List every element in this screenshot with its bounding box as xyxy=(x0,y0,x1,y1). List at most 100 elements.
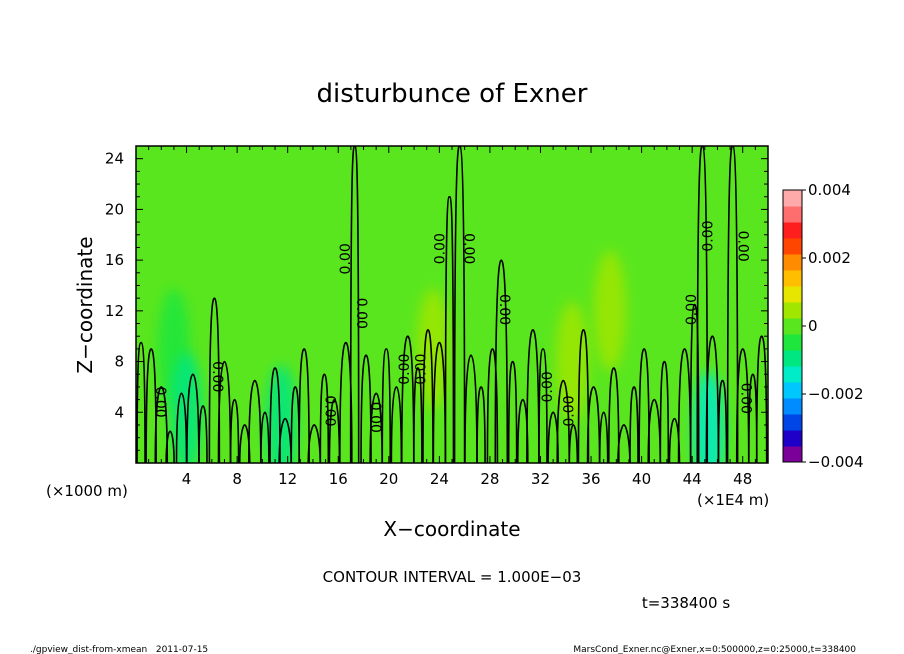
contour-line xyxy=(198,405,208,463)
y-tick-label: 12 xyxy=(105,302,124,320)
contour-line xyxy=(400,335,415,463)
x-tick-label: 44 xyxy=(683,470,702,488)
chart-title: disturbunce of Exner xyxy=(317,79,588,109)
contour-line xyxy=(617,424,631,463)
contour-line xyxy=(432,341,447,463)
colorbar-tick-labels: 0.004 0.002 0 −0.002 −0.004 xyxy=(802,181,864,471)
y-tick-label: 24 xyxy=(105,150,124,168)
colorbar-swatch xyxy=(783,318,802,335)
x-unit-right: (×1E4 m) xyxy=(697,491,769,509)
colorbar-swatch xyxy=(783,206,802,223)
field-anomaly xyxy=(692,371,725,463)
contour-line xyxy=(444,195,455,463)
y-tick-label: 16 xyxy=(105,251,124,269)
x-tick-label: 48 xyxy=(733,470,752,488)
contour-line xyxy=(413,367,423,463)
contour-interval-note: CONTOUR INTERVAL = 1.000E−03 xyxy=(323,568,582,586)
contour-line xyxy=(476,386,486,463)
field-anomaly xyxy=(594,250,626,371)
contour-line xyxy=(422,329,434,463)
contour-label: 0.00 xyxy=(209,361,225,392)
x-tick-label: 12 xyxy=(278,470,297,488)
contour-line xyxy=(319,373,330,463)
contour-line xyxy=(208,297,221,463)
contour-line xyxy=(677,348,692,463)
contour-label: 0.00 xyxy=(540,371,556,402)
colorbar-swatch xyxy=(783,414,802,431)
x-tick-label: 28 xyxy=(480,470,499,488)
contour-label: 0.00 xyxy=(701,220,717,251)
contour-line xyxy=(217,360,232,463)
colorbar-swatch xyxy=(783,270,802,287)
colorbar-swatch xyxy=(783,398,802,415)
contour-line xyxy=(705,335,720,463)
contour-label: 0.00 xyxy=(735,231,751,262)
contour-label: 0.00 xyxy=(321,395,337,426)
contour-line xyxy=(453,146,466,463)
contour-line xyxy=(390,386,403,463)
x-axis-ticks: 4 8 12 16 20 24 28 32 36 40 44 48 xyxy=(135,146,769,488)
colorbar-swatch xyxy=(783,238,802,255)
contour-label: 0.00 xyxy=(353,298,369,329)
x-tick-label: 36 xyxy=(581,470,600,488)
footer-script-info: ./gpview_dist-from-xmean 2011-07-15 xyxy=(30,645,208,654)
field-anomaly xyxy=(170,352,203,463)
contour-line xyxy=(577,329,590,463)
contour-line xyxy=(526,329,540,463)
x-tick-label: 32 xyxy=(531,470,550,488)
contour-line xyxy=(229,398,240,463)
contour-line xyxy=(696,146,709,463)
field-anomaly xyxy=(417,288,450,409)
x-tick-label: 40 xyxy=(632,470,651,488)
contour-line xyxy=(369,392,383,463)
field-background xyxy=(136,146,768,463)
contour-label: 0.00 xyxy=(433,233,449,264)
contour-line xyxy=(464,354,478,463)
field-anomaly xyxy=(556,301,589,422)
contour-line xyxy=(659,360,670,463)
contour-label: 0.00 xyxy=(562,395,578,426)
contour-line xyxy=(260,411,270,463)
x-tick-label: 20 xyxy=(379,470,398,488)
colorbar-swatch xyxy=(783,286,802,303)
contour-line xyxy=(381,348,392,463)
contour-line xyxy=(735,348,750,463)
plot-area: 0.00 0.00 0.00 0.00 0.00 0.00 0.00 0.00 0.00 0.00… xyxy=(135,145,769,464)
footer-data-source: MarsCond_Exner.nc@Exner,x=0:500000,z=0:2… xyxy=(573,645,856,654)
x-axis-label: X−coordinate xyxy=(383,517,520,541)
contour-line xyxy=(298,348,310,463)
colorbar-swatch xyxy=(783,334,802,351)
contour-label: 0.00 xyxy=(338,243,354,274)
y-axis-label: Z−coordinate xyxy=(73,236,97,373)
colorbar-swatch xyxy=(783,302,802,319)
colorbar-tick-label: 0.002 xyxy=(808,249,851,267)
contour-line xyxy=(726,146,739,463)
colorbar-swatch xyxy=(783,190,802,207)
colorbar-swatch xyxy=(783,430,802,447)
contour-label: 0.00 xyxy=(460,233,476,264)
colorbar-swatches xyxy=(783,190,802,463)
contour-line xyxy=(717,379,728,463)
colorbar-tick-label: −0.004 xyxy=(808,453,864,471)
contour-label: 0.00 xyxy=(367,402,383,433)
contour-line xyxy=(568,424,579,463)
contour-label: 0.00 xyxy=(414,354,430,385)
time-stamp: t=338400 s xyxy=(642,594,730,612)
contour-line xyxy=(755,335,768,463)
field-anomalies xyxy=(157,250,725,463)
contour-line xyxy=(494,259,509,463)
contour-line xyxy=(607,367,620,463)
colorbar-swatch xyxy=(783,446,802,463)
x-tick-label: 24 xyxy=(430,470,449,488)
contour-lines xyxy=(136,146,768,463)
x-tick-label: 16 xyxy=(329,470,348,488)
colorbar-swatch xyxy=(783,366,802,383)
contour-line xyxy=(507,360,518,463)
colorbar-swatch xyxy=(783,382,802,399)
colorbar-swatch xyxy=(783,350,802,367)
contour-line xyxy=(349,146,360,463)
contour-line xyxy=(598,411,609,463)
contour-line xyxy=(360,354,372,463)
contour-line xyxy=(629,386,639,463)
